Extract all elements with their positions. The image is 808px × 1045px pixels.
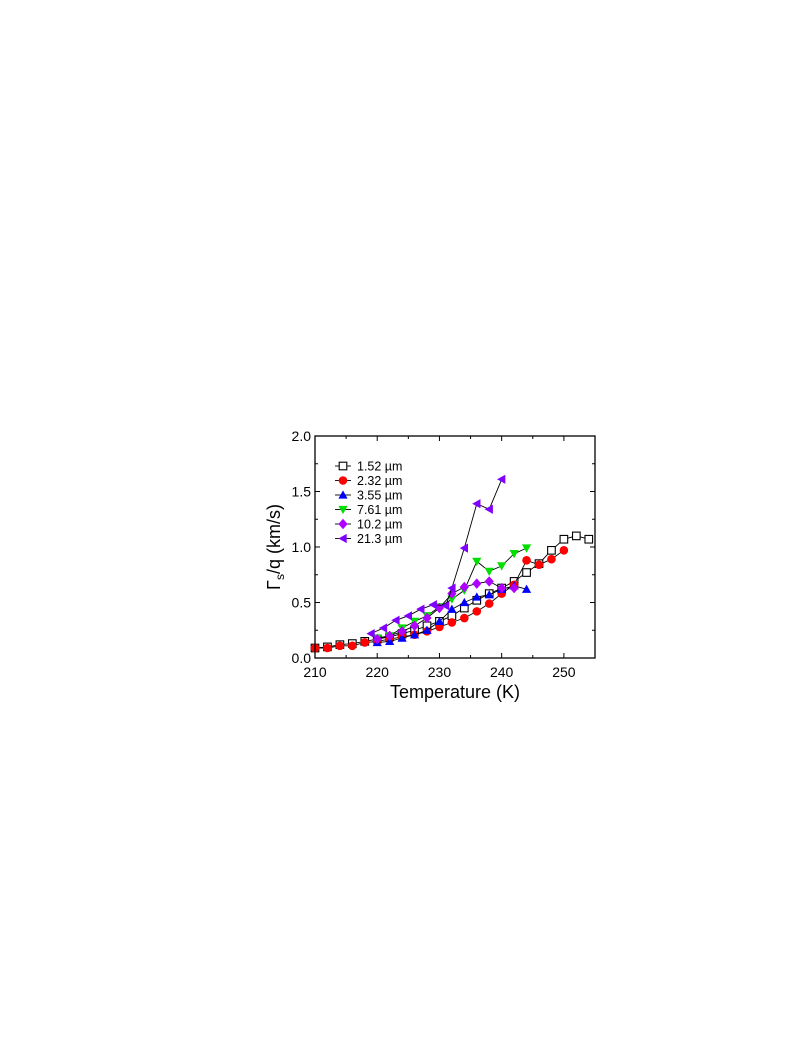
data-point	[459, 543, 469, 553]
data-point	[534, 560, 544, 570]
data-point	[391, 615, 400, 625]
data-point	[434, 616, 445, 626]
data-point	[497, 562, 507, 571]
legend-label: 10.2 µm	[357, 518, 402, 532]
y-tick-label: 1.0	[292, 539, 312, 555]
y-tick-label: 2.0	[292, 428, 312, 444]
data-point	[484, 576, 494, 587]
legend-label: 1.52 µm	[357, 460, 402, 474]
data-point	[372, 633, 382, 645]
legend-item: 21.3 µm	[335, 532, 402, 546]
x-axis-title: Temperature (K)	[390, 682, 520, 702]
series-3	[372, 581, 532, 647]
data-point	[521, 584, 532, 593]
x-tick-label: 250	[552, 664, 576, 680]
data-point	[385, 630, 395, 641]
data-point	[348, 641, 357, 651]
legend-item: 1.52 µm	[335, 460, 402, 474]
data-point	[409, 630, 420, 639]
series-2	[310, 546, 569, 653]
data-point	[509, 549, 519, 559]
data-point	[472, 557, 482, 567]
data-point	[323, 643, 332, 653]
data-point	[434, 602, 445, 614]
data-point	[484, 567, 494, 577]
data-point	[409, 620, 420, 632]
legend-marker	[338, 505, 348, 515]
data-point	[497, 582, 507, 594]
data-point	[447, 618, 457, 627]
y-tick-label: 0.0	[292, 650, 312, 666]
y-tick-label: 1.5	[292, 484, 312, 500]
data-point	[497, 474, 506, 484]
data-point	[571, 531, 581, 541]
data-point	[459, 581, 469, 593]
data-point	[441, 601, 450, 611]
data-point	[584, 534, 594, 544]
data-point	[459, 597, 469, 607]
legend-marker	[338, 518, 348, 530]
legend-label: 21.3 µm	[357, 532, 402, 546]
legend-item: 10.2 µm	[335, 518, 402, 532]
x-tick-label: 220	[366, 664, 390, 680]
x-tick-label: 240	[490, 664, 514, 680]
data-point	[472, 578, 482, 589]
legend-marker	[338, 490, 348, 499]
data-point	[378, 623, 388, 633]
data-point	[472, 499, 481, 509]
data-point	[397, 633, 407, 642]
legend-marker	[338, 533, 347, 544]
data-point	[460, 613, 469, 623]
legend-marker	[338, 461, 348, 471]
data-point	[416, 604, 425, 614]
data-point	[447, 583, 456, 593]
data-point	[509, 582, 519, 594]
data-point	[522, 556, 531, 565]
ticks-layer: 210 220 230 240 250 0.0 0.5 1.0 1.5 2.0	[292, 428, 595, 680]
x-tick-label: 210	[303, 664, 327, 680]
data-point	[447, 604, 457, 613]
series-layer	[310, 474, 594, 653]
data-point	[521, 544, 532, 553]
data-point	[484, 590, 494, 599]
data-point	[428, 600, 437, 610]
y-axis-title-rest: /q (km/s)	[264, 504, 284, 574]
data-point	[559, 534, 569, 544]
data-point	[422, 612, 432, 624]
legend-label: 7.61 µm	[357, 503, 402, 517]
data-point	[484, 504, 493, 514]
series-5	[372, 576, 519, 645]
data-point	[547, 545, 556, 555]
legend-item: 7.61 µm	[335, 503, 402, 517]
data-point	[472, 592, 482, 601]
legend-label: 2.32 µm	[357, 474, 402, 488]
data-point	[559, 546, 569, 555]
legend-item: 2.32 µm	[335, 474, 402, 488]
data-point	[335, 641, 345, 651]
data-point	[422, 625, 432, 634]
series-2-line	[315, 549, 565, 649]
y-tick-label: 0.5	[292, 595, 312, 611]
series-6	[366, 474, 506, 639]
data-point	[547, 554, 556, 564]
y-axis-title-sub: s	[273, 574, 287, 580]
legend-marker	[338, 476, 348, 485]
data-point	[366, 628, 375, 639]
y-axis-title-main: Γ	[264, 580, 284, 590]
x-tick-label: 230	[428, 664, 452, 680]
data-point	[472, 607, 482, 616]
legend-item: 3.55 µm	[335, 489, 402, 503]
data-point	[522, 568, 531, 577]
data-point	[447, 595, 457, 604]
data-point	[403, 611, 413, 621]
y-axis-title: Γs/q (km/s)	[264, 504, 287, 590]
legend-label: 3.55 µm	[357, 489, 402, 503]
data-point	[397, 626, 407, 637]
data-point	[484, 599, 494, 608]
data-point	[360, 638, 370, 647]
